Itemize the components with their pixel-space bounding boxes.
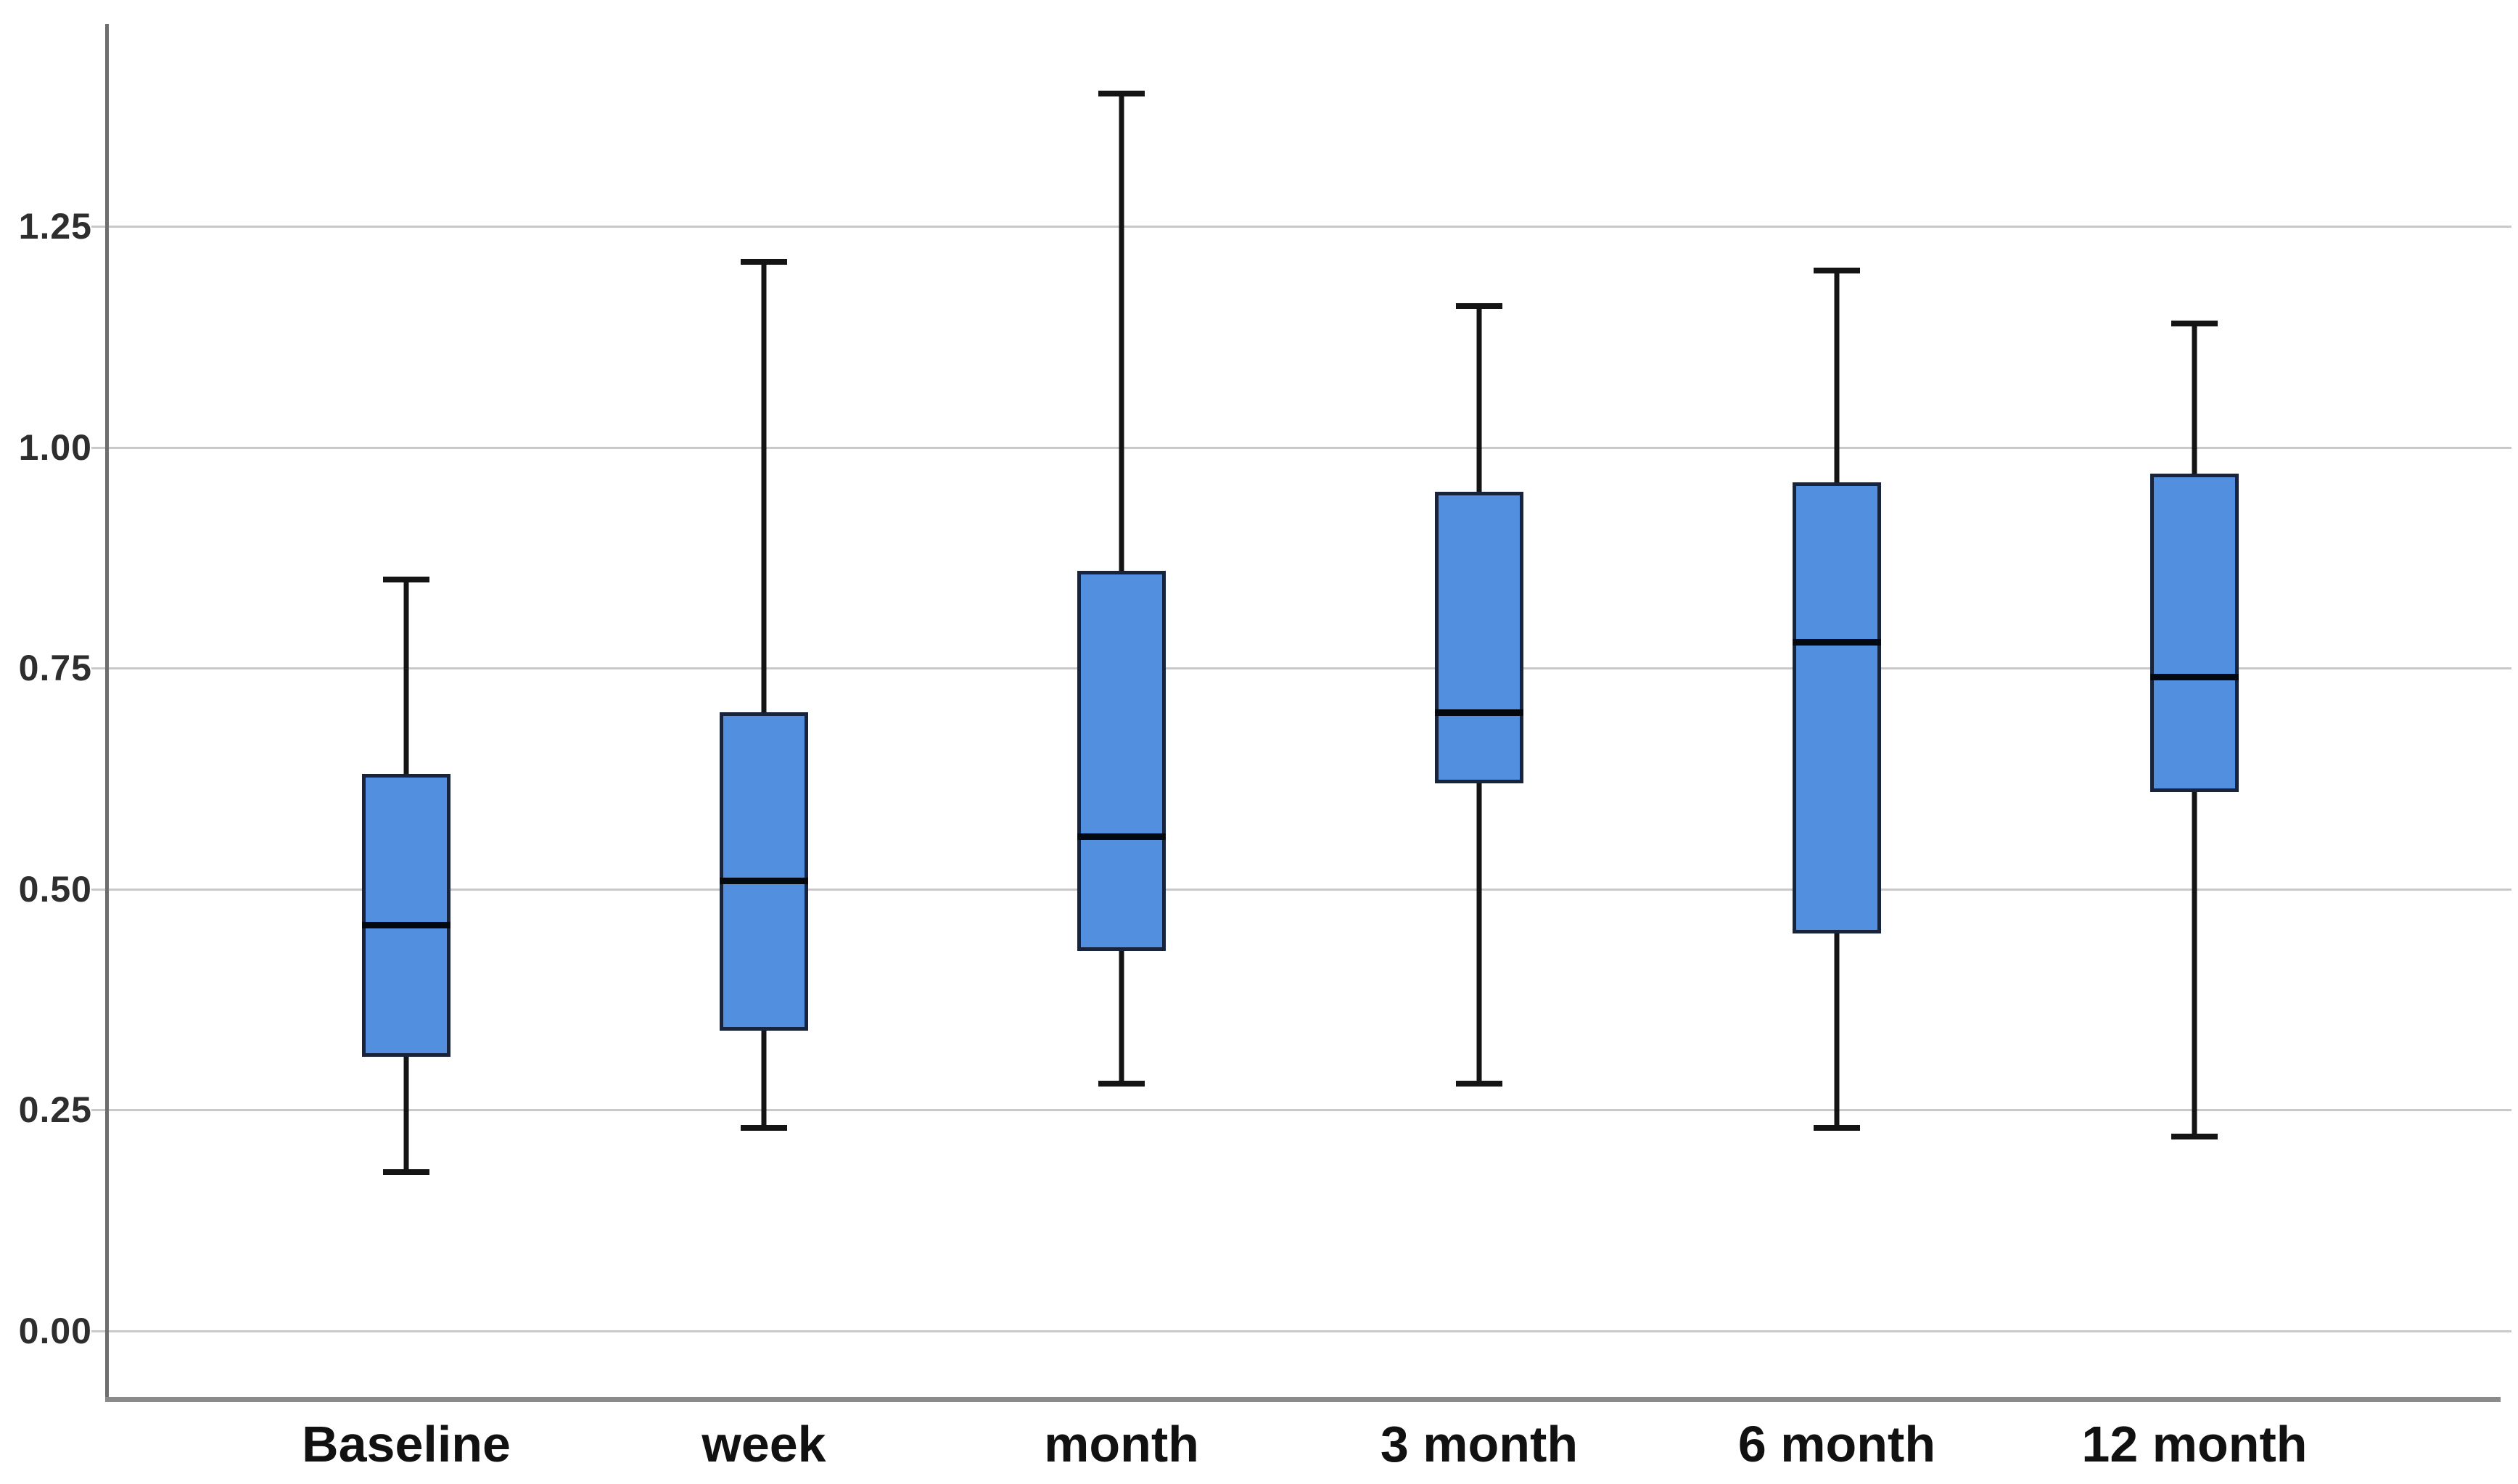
x-category-label-6 month: 6 month — [1737, 1416, 1936, 1472]
lower-whisker-line-6 month — [1834, 933, 1840, 1128]
x-category-label-Baseline: Baseline — [302, 1416, 511, 1472]
box-3 month — [1435, 492, 1523, 783]
median-line-6 month — [1793, 639, 1881, 646]
median-line-Baseline — [362, 922, 450, 928]
upper-whisker-cap-3 month — [1456, 303, 1502, 309]
box-12 month — [2150, 474, 2239, 792]
lower-whisker-cap-week — [741, 1125, 787, 1131]
upper-whisker-line-3 month — [1476, 306, 1482, 492]
box-6 month — [1793, 482, 1881, 933]
y-tick-label-1.25: 1.25 — [18, 206, 92, 247]
upper-whisker-line-week — [761, 262, 767, 712]
upper-whisker-cap-6 month — [1814, 268, 1860, 273]
upper-whisker-line-Baseline — [403, 580, 409, 774]
upper-whisker-cap-Baseline — [383, 577, 429, 582]
x-category-label-12 month: 12 month — [2081, 1416, 2308, 1472]
gridline-0.25 — [91, 1109, 2511, 1111]
lower-whisker-cap-3 month — [1456, 1081, 1502, 1087]
y-tick-label-0.25: 0.25 — [18, 1089, 92, 1130]
lower-whisker-cap-6 month — [1814, 1125, 1860, 1131]
lower-whisker-cap-12 month — [2171, 1134, 2218, 1139]
median-line-week — [720, 878, 808, 884]
lower-whisker-line-month — [1119, 951, 1124, 1084]
lower-whisker-line-12 month — [2192, 792, 2197, 1137]
lower-whisker-line-week — [761, 1031, 767, 1128]
upper-whisker-cap-week — [741, 259, 787, 265]
median-line-12 month — [2150, 674, 2239, 680]
upper-whisker-cap-month — [1098, 91, 1145, 96]
upper-whisker-cap-12 month — [2171, 321, 2218, 326]
box-month — [1077, 571, 1166, 951]
x-category-label-month: month — [1044, 1416, 1199, 1472]
y-tick-label-0.50: 0.50 — [18, 869, 92, 910]
lower-whisker-line-3 month — [1476, 783, 1482, 1084]
upper-whisker-line-month — [1119, 94, 1124, 571]
x-category-label-week: week — [701, 1416, 826, 1472]
upper-whisker-line-6 month — [1834, 271, 1840, 482]
box-week — [720, 712, 808, 1031]
y-tick-label-0.75: 0.75 — [18, 648, 92, 688]
gridline-1.25 — [91, 226, 2511, 228]
lower-whisker-cap-month — [1098, 1081, 1145, 1087]
y-tick-label-0.00: 0.00 — [18, 1311, 92, 1351]
y-axis-spine — [105, 24, 109, 1401]
x-category-label-3 month: 3 month — [1380, 1416, 1579, 1472]
gridline-1.00 — [91, 447, 2511, 449]
lower-whisker-line-Baseline — [403, 1057, 409, 1172]
gridline-0.50 — [91, 889, 2511, 891]
median-line-3 month — [1435, 709, 1523, 716]
upper-whisker-line-12 month — [2192, 323, 2197, 474]
x-axis-spine — [105, 1397, 2501, 1402]
gridline-0.00 — [91, 1330, 2511, 1332]
y-tick-label-1.00: 1.00 — [18, 427, 92, 468]
median-line-month — [1077, 833, 1166, 840]
lower-whisker-cap-Baseline — [383, 1169, 429, 1175]
box-Baseline — [362, 774, 450, 1057]
gridline-0.75 — [91, 667, 2511, 669]
